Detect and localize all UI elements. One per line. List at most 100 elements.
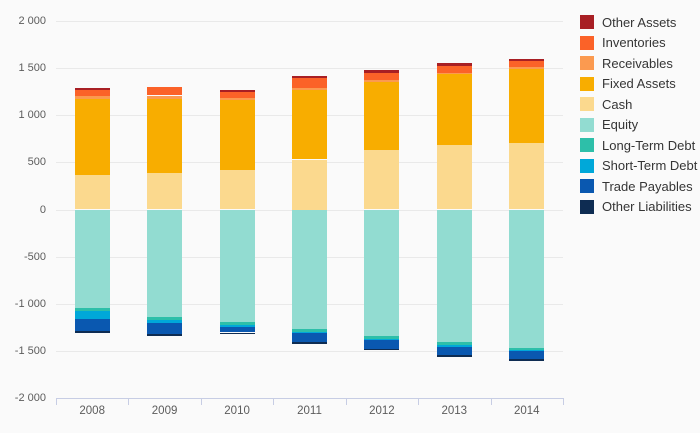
bar-segment-cash-2008[interactable] <box>74 175 110 210</box>
bar-segment-other-assets-2008[interactable] <box>74 87 110 91</box>
bar-segment-trade-payables-2010[interactable] <box>219 327 255 333</box>
bar-segment-equity-2012[interactable] <box>364 209 400 336</box>
legend-swatch-long-term-debt <box>580 138 594 152</box>
bar-segment-fixed-assets-2010[interactable] <box>219 99 255 170</box>
bar-segment-trade-payables-2011[interactable] <box>292 333 327 343</box>
bar-segment-other-liabilities-2009[interactable] <box>147 333 183 336</box>
bar-segment-trade-payables-2008[interactable] <box>74 319 110 332</box>
bar-segment-receivables-2009[interactable] <box>147 95 183 100</box>
y-axis-label: 2 000 <box>18 15 46 27</box>
bar-segment-fixed-assets-2009[interactable] <box>147 99 183 173</box>
bar-segment-other-assets-2013[interactable] <box>436 62 472 66</box>
bar-segment-equity-2008[interactable] <box>74 209 110 308</box>
legend-item-other-assets[interactable]: Other Assets <box>580 14 700 30</box>
bar-segment-cash-2009[interactable] <box>147 172 183 210</box>
bar-segment-trade-payables-2009[interactable] <box>147 323 183 334</box>
bar-segment-equity-2011[interactable] <box>292 209 327 330</box>
legend-label: Short-Term Debt <box>602 158 698 173</box>
bar-segment-long-term-debt-2014[interactable] <box>509 347 545 351</box>
bar-segment-fixed-assets-2012[interactable] <box>364 81 400 151</box>
legend-item-trade-payables[interactable]: Trade Payables <box>580 178 700 194</box>
bar-segment-other-assets-2011[interactable] <box>292 76 327 78</box>
bar-segment-other-assets-2012[interactable] <box>364 70 400 73</box>
bar-segment-receivables-2014[interactable] <box>509 67 545 69</box>
bar-segment-long-term-debt-2011[interactable] <box>292 329 327 332</box>
gridline <box>56 350 563 352</box>
bar-segment-trade-payables-2013[interactable] <box>436 347 472 356</box>
bar-segment-equity-2010[interactable] <box>219 209 255 323</box>
bar-segment-receivables-2012[interactable] <box>364 79 400 82</box>
bar-segment-other-liabilities-2013[interactable] <box>436 355 472 357</box>
bar-segment-other-liabilities-2012[interactable] <box>364 348 400 351</box>
bar-segment-receivables-2011[interactable] <box>292 87 327 90</box>
legend-item-inventories[interactable]: Inventories <box>580 35 700 50</box>
bar-segment-other-liabilities-2010[interactable] <box>219 332 255 335</box>
legend-label: Trade Payables <box>602 178 693 194</box>
legend-label: Cash <box>602 96 633 112</box>
legend: Other Assets Inventories Receivables Fixed … <box>580 15 700 220</box>
legend-swatch-other-liabilities <box>580 199 594 214</box>
gridline <box>56 68 563 70</box>
bar-segment-other-liabilities-2014[interactable] <box>509 359 545 362</box>
bar-segment-trade-payables-2014[interactable] <box>509 351 545 360</box>
bar-segment-inventories-2013[interactable] <box>436 65 472 73</box>
x-axis-label: 2009 <box>151 405 178 417</box>
bar-segment-cash-2014[interactable] <box>509 143 545 210</box>
bar-segment-other-liabilities-2008[interactable] <box>74 331 110 333</box>
y-axis-label: -2 000 <box>14 392 46 404</box>
x-axis-line <box>56 398 564 399</box>
y-axis-label: -1 500 <box>14 344 46 357</box>
x-axis-tick <box>563 398 564 405</box>
bar-segment-fixed-assets-2011[interactable] <box>292 89 327 160</box>
legend-label: Inventories <box>602 35 666 50</box>
bar-segment-short-term-debt-2014[interactable] <box>509 350 545 352</box>
bar-segment-other-assets-2010[interactable] <box>219 89 255 92</box>
bar-segment-inventories-2010[interactable] <box>219 91 255 98</box>
bar-segment-cash-2010[interactable] <box>219 169 255 210</box>
bar-segment-cash-2012[interactable] <box>364 150 400 210</box>
legend-item-cash[interactable]: Cash <box>580 96 700 112</box>
bar-segment-short-term-debt-2010[interactable] <box>219 325 255 328</box>
legend-label: Other Assets <box>602 14 677 30</box>
bar-segment-trade-payables-2012[interactable] <box>364 339 400 349</box>
y-axis-label: -500 <box>23 250 46 263</box>
bar-segment-short-term-debt-2011[interactable] <box>292 332 327 334</box>
bar-segment-cash-2011[interactable] <box>292 159 327 210</box>
bar-segment-receivables-2010[interactable] <box>219 97 255 100</box>
bar-segment-receivables-2008[interactable] <box>74 95 110 99</box>
bar-segment-other-liabilities-2011[interactable] <box>292 342 327 345</box>
bar-segment-short-term-debt-2008[interactable] <box>74 311 110 320</box>
legend-item-fixed-assets[interactable]: Fixed Assets <box>580 76 700 91</box>
bar-segment-inventories-2012[interactable] <box>364 72 400 80</box>
bar-segment-other-assets-2014[interactable] <box>509 59 545 62</box>
x-axis-label: 2014 <box>513 405 540 417</box>
legend-item-receivables[interactable]: Receivables <box>580 56 700 71</box>
bar-segment-inventories-2011[interactable] <box>292 78 327 88</box>
bar-segment-receivables-2013[interactable] <box>436 72 472 75</box>
bar-segment-equity-2009[interactable] <box>147 209 183 317</box>
y-axis-label: 1 000 <box>18 109 46 122</box>
bar-segment-inventories-2014[interactable] <box>509 61 545 68</box>
bar-segment-long-term-debt-2012[interactable] <box>364 335 400 339</box>
bar-segment-fixed-assets-2014[interactable] <box>509 68 545 144</box>
legend-item-long-term-debt[interactable]: Long-Term Debt <box>580 138 700 153</box>
legend-item-short-term-debt[interactable]: Short-Term Debt <box>580 158 700 173</box>
bar-segment-inventories-2008[interactable] <box>74 90 110 96</box>
bar-segment-equity-2014[interactable] <box>509 209 545 348</box>
bar-segment-long-term-debt-2013[interactable] <box>436 342 472 346</box>
bar-segment-long-term-debt-2008[interactable] <box>74 307 110 312</box>
bar-segment-fixed-assets-2013[interactable] <box>436 74 472 145</box>
x-axis-tick <box>490 398 492 405</box>
legend-item-other-liabilities[interactable]: Other Liabilities <box>580 199 700 214</box>
bar-segment-short-term-debt-2009[interactable] <box>147 320 183 323</box>
legend-item-equity[interactable]: Equity <box>580 117 700 132</box>
bar-segment-long-term-debt-2009[interactable] <box>147 316 183 321</box>
bar-segment-short-term-debt-2012[interactable] <box>364 338 400 340</box>
bar-segment-cash-2013[interactable] <box>436 144 472 210</box>
bar-segment-long-term-debt-2010[interactable] <box>219 322 255 326</box>
bar-segment-short-term-debt-2013[interactable] <box>436 345 472 348</box>
bar-segment-fixed-assets-2008[interactable] <box>74 98 110 176</box>
bar-segment-equity-2013[interactable] <box>436 209 472 343</box>
bar-segment-inventories-2009[interactable] <box>147 87 183 96</box>
legend-label: Fixed Assets <box>602 76 676 91</box>
